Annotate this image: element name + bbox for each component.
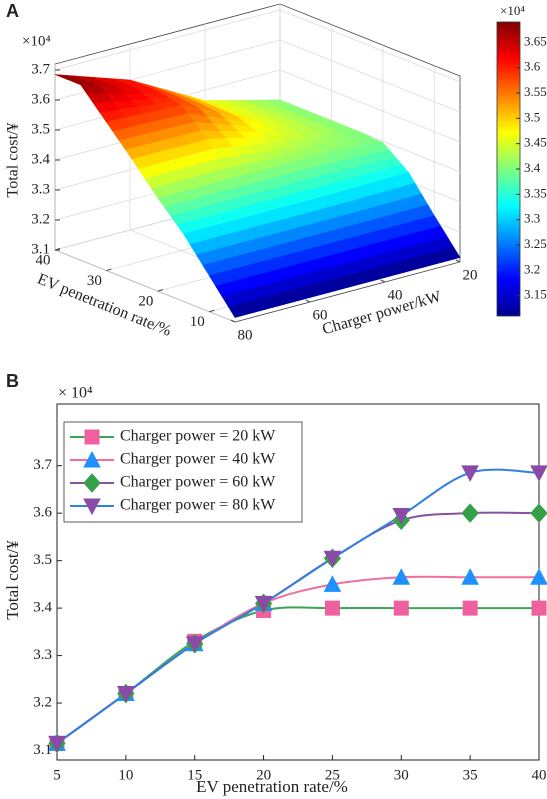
- y-tick-label: 80: [238, 327, 253, 343]
- marker: [117, 686, 135, 703]
- z-tick-label: 3.3: [31, 181, 50, 197]
- y-tick: [305, 299, 311, 303]
- x-tick-label: 25: [325, 767, 340, 783]
- colorbar-tick-label: 3.6: [524, 59, 541, 74]
- x-tick-label: 20: [256, 767, 271, 783]
- marker: [530, 568, 547, 585]
- marker: [323, 550, 342, 568]
- z-tick-label: 3.4: [31, 151, 50, 167]
- marker: [462, 600, 478, 616]
- legend-marker: [83, 473, 101, 493]
- axis-exponent: × 10⁴: [58, 385, 93, 402]
- y-tick-label: 3.6: [33, 505, 52, 521]
- x-tick-label: 20: [138, 294, 153, 310]
- series-line: [56, 511, 540, 745]
- x-tick: [54, 248, 61, 251]
- marker: [461, 503, 479, 523]
- colorbar-tick-label: 3.2: [524, 261, 540, 276]
- colorbar-tick-label: 3.3: [524, 211, 540, 226]
- marker: [392, 568, 411, 585]
- marker: [393, 600, 409, 616]
- y-tick-label: 3.3: [33, 647, 52, 663]
- z-tick-label: 3.7: [31, 61, 50, 77]
- surface-patch: [228, 301, 255, 318]
- y-tick: [380, 279, 386, 283]
- marker: [530, 503, 547, 523]
- z-tick-label: 3.5: [31, 121, 50, 137]
- colorbar-tick-label: 3.5: [524, 109, 540, 124]
- colorbar-tick-label: 3.35: [524, 185, 547, 200]
- y-tick-label: 60: [313, 307, 328, 323]
- marker: [324, 600, 340, 616]
- y-tick-label: 3.5: [33, 552, 52, 568]
- legend-marker: [83, 450, 101, 468]
- legend-label: Charger power = 40 kW: [120, 451, 276, 468]
- z-tick-label: 3.1: [31, 241, 50, 257]
- legend-marker: [83, 498, 101, 516]
- y-tick-label: 40: [388, 287, 403, 303]
- y-tick: [455, 259, 461, 263]
- x-tick-label: 10: [190, 314, 205, 330]
- panel-label: B: [6, 371, 19, 391]
- marker: [461, 465, 479, 482]
- y-tick: [230, 319, 236, 323]
- axis-exponent: ×10⁴: [22, 33, 51, 49]
- z-tick-label: 3.6: [31, 91, 50, 107]
- y-tick-label: 3.4: [33, 600, 52, 616]
- y-tick-label: 3.1: [33, 742, 52, 758]
- y-tick-label: 3.7: [33, 457, 52, 473]
- x-tick-label: 15: [187, 767, 202, 783]
- marker: [185, 636, 204, 653]
- legend-label: Charger power = 80 kW: [120, 497, 276, 514]
- y-axis-title: Charger power/kW: [320, 288, 444, 338]
- colorbar-tick-label: 3.15: [524, 287, 547, 302]
- legend-marker: [84, 429, 100, 445]
- x-tick-label: 35: [463, 767, 478, 783]
- y-tick-label: 20: [463, 267, 478, 283]
- panel-label: A: [6, 1, 19, 21]
- colorbar-exponent: ×10⁴: [500, 3, 525, 18]
- marker: [48, 735, 66, 753]
- marker: [392, 508, 411, 525]
- x-tick-label: 30: [87, 273, 102, 289]
- z-axis-title: Total cost/¥: [5, 123, 22, 198]
- x-tick-label: 40: [36, 252, 51, 268]
- x-tick-label: 30: [394, 767, 409, 783]
- z-tick-label: 3.2: [31, 211, 50, 227]
- y-axis-title: Total cost/¥: [3, 540, 22, 620]
- x-tick-label: 40: [532, 767, 547, 783]
- marker: [531, 600, 547, 616]
- legend-label: Charger power = 20 kW: [120, 428, 276, 445]
- colorbar-tick-label: 3.25: [524, 236, 547, 251]
- marker: [323, 575, 342, 592]
- colorbar-tick-label: 3.55: [524, 84, 547, 99]
- y-tick-label: 3.2: [33, 694, 52, 710]
- x-tick: [157, 289, 164, 292]
- colorbar-tick-label: 3.65: [524, 33, 547, 48]
- marker: [530, 465, 547, 482]
- x-tick: [209, 309, 215, 313]
- series-line: [56, 606, 539, 745]
- marker: [461, 568, 479, 585]
- legend-label: Charger power = 60 kW: [120, 474, 276, 491]
- x-tick: [106, 268, 112, 272]
- colorbar-tick-label: 3.4: [524, 160, 541, 175]
- x-tick-label: 10: [118, 767, 133, 783]
- colorbar-tick-label: 3.45: [524, 135, 547, 150]
- x-axis-title: EV penetration rate/%: [196, 777, 348, 796]
- marker: [254, 595, 273, 613]
- x-tick-label: 5: [53, 767, 61, 783]
